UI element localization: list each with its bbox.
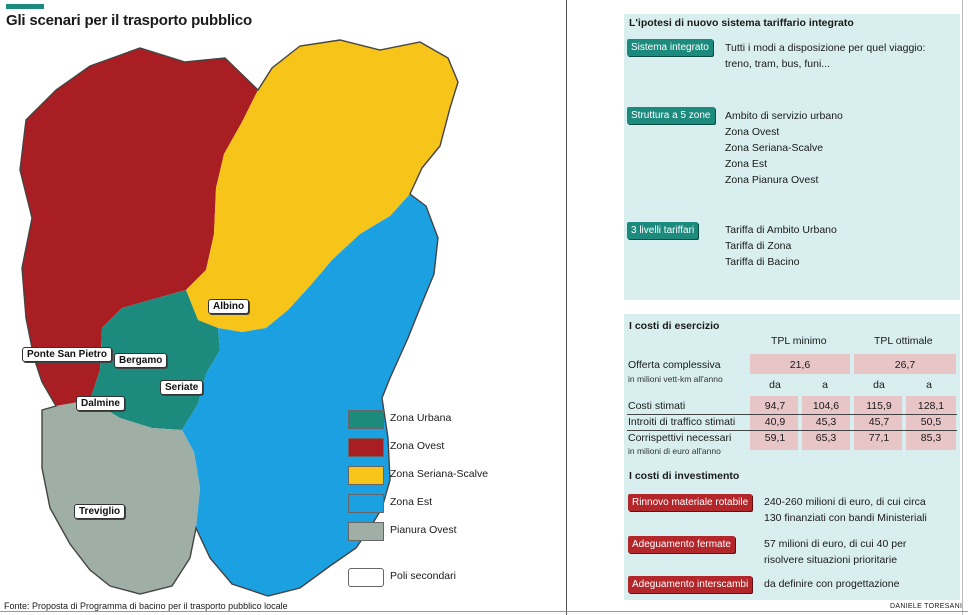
value-cell: 45,3 [815,416,837,428]
title-accent-bar [6,4,44,9]
page-title: Gli scenari per il trasporto pubblico [6,12,252,29]
investment-costs-title: I costi di investimento [629,470,740,482]
zone-ovest-area [20,48,258,406]
bottom-rule [0,611,968,612]
desc-line: risolvere situazioni prioritarie [764,554,898,566]
value-cell: 94,7 [764,400,786,412]
shade-values-col1 [750,396,798,450]
tag-adeguamento-interscambi: Adeguamento interscambi [628,576,753,593]
desc-line: 57 milioni di euro, di cui 40 per [764,538,907,550]
shade-values-col2 [802,396,850,450]
legend-label: Zona Ovest [390,440,445,452]
tariff-system-title: L'ipotesi di nuovo sistema tariffario in… [629,17,854,29]
value-cell: 115,9 [866,400,892,412]
column-divider [566,0,567,615]
value-cell: 40,9 [764,416,786,428]
desc-line: Zona Pianura Ovest [725,174,819,186]
row-separator [627,414,957,415]
desc-line: Zona Seriana-Scalve [725,142,824,154]
label-da-min: da [769,379,781,391]
offerta-sublabel: in milioni vett-km all'anno [628,374,723,384]
desc-adeguamento-interscambi: da definire con progettazione [764,576,899,592]
city-label-seriate: Seriate [160,380,204,395]
legend-label: Zona Est [390,496,433,508]
desc-line: Tutti i modi a disposizione per quel via… [725,42,926,54]
legend-swatch [348,494,384,513]
city-label-albino: Albino [208,299,250,314]
tag-adeguamento-fermate: Adeguamento fermate [628,536,735,553]
desc-line: Tariffa di Ambito Urbano [725,224,837,236]
legend-label: Pianura Ovest [390,524,457,536]
city-label-dalmine: Dalmine [76,396,125,411]
shade-values-col4 [906,396,956,450]
value-cell: 65,3 [815,432,837,444]
legend-swatch [348,522,384,541]
value-cell: 45,7 [868,416,890,428]
offerta-opt-value: 26,7 [894,359,916,371]
desc-line: Zona Est [725,158,768,170]
shade-values-col3 [854,396,902,450]
legend-swatch [348,568,384,587]
value-cell: 128,1 [917,400,945,412]
legend-swatch [348,438,384,457]
desc-line: Tariffa di Zona [725,240,792,252]
col-header-tpl-minimo: TPL minimo [771,335,827,347]
desc-adeguamento-fermate: 57 milioni di euro, di cui 40 per risolv… [764,536,906,568]
label-a-opt: a [926,379,932,391]
desc-line: 240-260 milioni di euro, di cui circa [764,496,926,508]
tag-livelli-tariffari: 3 livelli tariffari [627,222,699,239]
row-label-corrispettivi: Corrispettivi necessari [628,432,732,444]
row-sublabel-corrispettivi: in milioni di euro all'anno [628,446,721,456]
desc-livelli-tariffari: Tariffa di Ambito Urbano Tariffa di Zona… [725,222,837,270]
row-label-costi-stimati: Costi stimati [628,400,686,412]
value-cell: 77,1 [868,432,890,444]
costs-panel: I costi di esercizio TPL minimo TPL otti… [624,314,960,600]
row-label-introiti: Introiti di traffico stimati [628,416,736,428]
shade-opt-offerta [854,354,956,374]
legend-swatch [348,466,384,485]
legend-label: Poli secondari [390,570,456,582]
col-header-tpl-ottimale: TPL ottimale [874,335,933,347]
offerta-min-value: 21,6 [789,359,811,371]
tariff-system-panel: L'ipotesi di nuovo sistema tariffario in… [624,14,960,300]
operating-costs-table: TPL minimo TPL ottimale Offerta compless… [624,314,960,484]
value-cell: 104,6 [812,400,840,412]
tag-rinnovo-materiale: Rinnovo materiale rotabile [628,494,753,511]
desc-struttura-5-zone: Ambito di servizio urbano Zona Ovest Zon… [725,108,843,188]
city-label-treviglio: Treviglio [74,504,126,519]
operating-costs-title: I costi di esercizio [629,320,720,332]
label-da-opt: da [873,379,885,391]
desc-line: Zona Ovest [725,126,780,138]
legend-swatch [348,410,384,429]
source-note: Fonte: Proposta di Programma di bacino p… [4,601,288,611]
offerta-label: Offerta complessiva [628,359,721,371]
desc-line: da definire con progettazione [764,578,900,590]
author-credit: DANIELE TORESANI [890,603,963,610]
value-cell: 59,1 [764,432,786,444]
desc-line: treno, tram, bus, funi... [725,58,831,70]
city-label-ponte-san-pietro: Ponte San Pietro [22,347,113,362]
city-label-bergamo: Bergamo [114,353,168,368]
desc-sistema-integrato: Tutti i modi a disposizione per quel via… [725,40,925,72]
desc-rinnovo-materiale: 240-260 milioni di euro, di cui circa 13… [764,494,927,526]
tag-sistema-integrato: Sistema integrato [627,39,713,56]
value-cell: 50,5 [920,416,942,428]
desc-line: Tariffa di Bacino [725,256,800,268]
desc-line: 130 finanziati con bandi Ministeriali [764,512,927,524]
shade-min-offerta [750,354,850,374]
tag-struttura-5-zone: Struttura a 5 zone [627,107,715,124]
zone-pianura-area [42,400,200,594]
row-separator [627,430,957,431]
legend-label: Zona Seriana-Scalve [390,468,489,480]
desc-line: Ambito di servizio urbano [725,110,843,122]
label-a-min: a [822,379,828,391]
legend-label: Zona Urbana [390,412,452,424]
value-cell: 85,3 [920,432,942,444]
zone-seriana-area [186,40,458,332]
right-edge-line [962,0,963,615]
